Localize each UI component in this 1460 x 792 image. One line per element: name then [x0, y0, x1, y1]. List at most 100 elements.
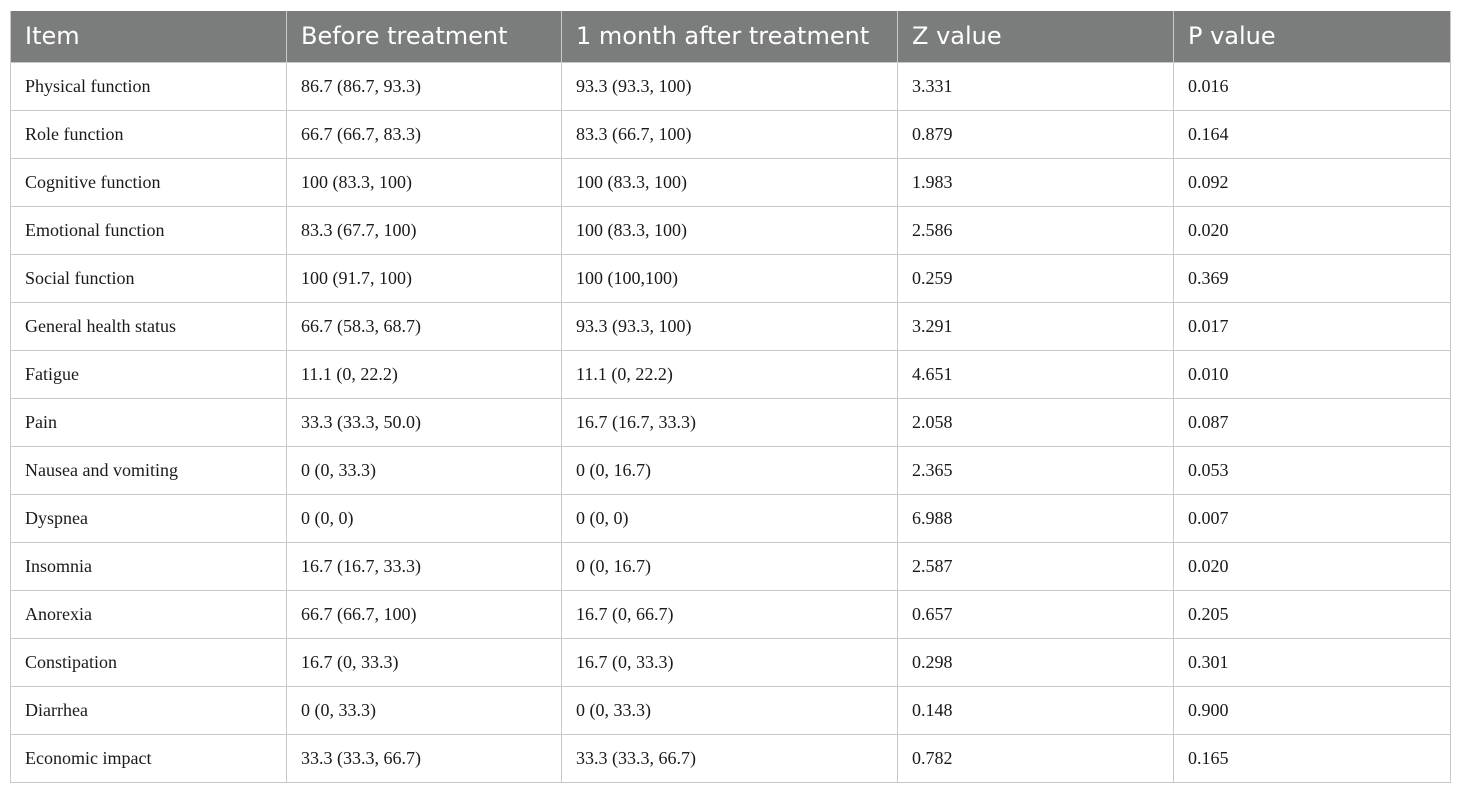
cell-item: Social function: [10, 253, 287, 303]
cell-after: 11.1 (0, 22.2): [561, 349, 898, 399]
cell-p: 0.053: [1173, 445, 1451, 495]
cell-before: 0 (0, 0): [286, 493, 562, 543]
cell-item: Anorexia: [10, 589, 287, 639]
cell-item: Emotional function: [10, 205, 287, 255]
cell-before: 86.7 (86.7, 93.3): [286, 61, 562, 111]
cell-p: 0.007: [1173, 493, 1451, 543]
table-row: Pain 33.3 (33.3, 50.0) 16.7 (16.7, 33.3)…: [10, 397, 1451, 447]
column-header-item: Item: [10, 11, 287, 62]
cell-z: 0.782: [897, 733, 1174, 783]
table-row: Emotional function 83.3 (67.7, 100) 100 …: [10, 205, 1451, 255]
cell-after: 16.7 (0, 66.7): [561, 589, 898, 639]
cell-item: General health status: [10, 301, 287, 351]
cell-p: 0.164: [1173, 109, 1451, 159]
column-header-p-value: P value: [1173, 11, 1451, 62]
data-table: Item Before treatment 1 month after trea…: [10, 11, 1451, 783]
table-row: Social function 100 (91.7, 100) 100 (100…: [10, 253, 1451, 303]
table-row: Economic impact 33.3 (33.3, 66.7) 33.3 (…: [10, 733, 1451, 783]
cell-before: 0 (0, 33.3): [286, 445, 562, 495]
table-header: Item Before treatment 1 month after trea…: [10, 11, 1451, 62]
cell-before: 83.3 (67.7, 100): [286, 205, 562, 255]
cell-item: Insomnia: [10, 541, 287, 591]
table-row: Diarrhea 0 (0, 33.3) 0 (0, 33.3) 0.148 0…: [10, 685, 1451, 735]
column-header-after-treatment: 1 month after treatment: [561, 11, 898, 62]
cell-before: 33.3 (33.3, 66.7): [286, 733, 562, 783]
cell-item: Economic impact: [10, 733, 287, 783]
cell-before: 66.7 (66.7, 83.3): [286, 109, 562, 159]
cell-before: 11.1 (0, 22.2): [286, 349, 562, 399]
cell-after: 0 (0, 16.7): [561, 445, 898, 495]
cell-after: 0 (0, 16.7): [561, 541, 898, 591]
cell-p: 0.010: [1173, 349, 1451, 399]
cell-z: 4.651: [897, 349, 1174, 399]
cell-before: 16.7 (0, 33.3): [286, 637, 562, 687]
cell-z: 3.291: [897, 301, 1174, 351]
table-row: Anorexia 66.7 (66.7, 100) 16.7 (0, 66.7)…: [10, 589, 1451, 639]
table-row: Insomnia 16.7 (16.7, 33.3) 0 (0, 16.7) 2…: [10, 541, 1451, 591]
column-header-z-value: Z value: [897, 11, 1174, 62]
cell-item: Physical function: [10, 61, 287, 111]
cell-after: 93.3 (93.3, 100): [561, 61, 898, 111]
cell-item: Dyspnea: [10, 493, 287, 543]
cell-after: 100 (83.3, 100): [561, 205, 898, 255]
cell-item: Constipation: [10, 637, 287, 687]
cell-after: 33.3 (33.3, 66.7): [561, 733, 898, 783]
cell-after: 16.7 (0, 33.3): [561, 637, 898, 687]
table-row: Dyspnea 0 (0, 0) 0 (0, 0) 6.988 0.007: [10, 493, 1451, 543]
cell-after: 0 (0, 0): [561, 493, 898, 543]
cell-before: 66.7 (66.7, 100): [286, 589, 562, 639]
cell-after: 16.7 (16.7, 33.3): [561, 397, 898, 447]
cell-p: 0.016: [1173, 61, 1451, 111]
cell-z: 2.058: [897, 397, 1174, 447]
cell-after: 0 (0, 33.3): [561, 685, 898, 735]
cell-p: 0.301: [1173, 637, 1451, 687]
table-body: Physical function 86.7 (86.7, 93.3) 93.3…: [10, 61, 1451, 783]
cell-p: 0.900: [1173, 685, 1451, 735]
cell-after: 100 (100,100): [561, 253, 898, 303]
table-row: General health status 66.7 (58.3, 68.7) …: [10, 301, 1451, 351]
cell-z: 2.365: [897, 445, 1174, 495]
cell-before: 100 (91.7, 100): [286, 253, 562, 303]
cell-after: 83.3 (66.7, 100): [561, 109, 898, 159]
table-row: Cognitive function 100 (83.3, 100) 100 (…: [10, 157, 1451, 207]
table-row: Nausea and vomiting 0 (0, 33.3) 0 (0, 16…: [10, 445, 1451, 495]
cell-p: 0.017: [1173, 301, 1451, 351]
cell-item: Role function: [10, 109, 287, 159]
cell-z: 0.148: [897, 685, 1174, 735]
cell-z: 6.988: [897, 493, 1174, 543]
cell-p: 0.020: [1173, 541, 1451, 591]
cell-before: 100 (83.3, 100): [286, 157, 562, 207]
cell-item: Fatigue: [10, 349, 287, 399]
table-row: Physical function 86.7 (86.7, 93.3) 93.3…: [10, 61, 1451, 111]
cell-p: 0.092: [1173, 157, 1451, 207]
cell-p: 0.165: [1173, 733, 1451, 783]
cell-p: 0.087: [1173, 397, 1451, 447]
cell-item: Cognitive function: [10, 157, 287, 207]
cell-p: 0.020: [1173, 205, 1451, 255]
cell-z: 0.657: [897, 589, 1174, 639]
cell-before: 66.7 (58.3, 68.7): [286, 301, 562, 351]
cell-z: 1.983: [897, 157, 1174, 207]
cell-z: 0.259: [897, 253, 1174, 303]
cell-z: 3.331: [897, 61, 1174, 111]
cell-z: 2.587: [897, 541, 1174, 591]
cell-z: 0.298: [897, 637, 1174, 687]
cell-after: 93.3 (93.3, 100): [561, 301, 898, 351]
cell-z: 2.586: [897, 205, 1174, 255]
cell-after: 100 (83.3, 100): [561, 157, 898, 207]
cell-before: 16.7 (16.7, 33.3): [286, 541, 562, 591]
cell-p: 0.205: [1173, 589, 1451, 639]
column-header-before-treatment: Before treatment: [286, 11, 562, 62]
cell-before: 33.3 (33.3, 50.0): [286, 397, 562, 447]
header-row: Item Before treatment 1 month after trea…: [10, 11, 1451, 62]
cell-item: Pain: [10, 397, 287, 447]
data-table-container: Item Before treatment 1 month after trea…: [10, 11, 1451, 783]
table-row: Constipation 16.7 (0, 33.3) 16.7 (0, 33.…: [10, 637, 1451, 687]
cell-z: 0.879: [897, 109, 1174, 159]
cell-p: 0.369: [1173, 253, 1451, 303]
cell-item: Nausea and vomiting: [10, 445, 287, 495]
cell-before: 0 (0, 33.3): [286, 685, 562, 735]
cell-item: Diarrhea: [10, 685, 287, 735]
table-row: Role function 66.7 (66.7, 83.3) 83.3 (66…: [10, 109, 1451, 159]
table-row: Fatigue 11.1 (0, 22.2) 11.1 (0, 22.2) 4.…: [10, 349, 1451, 399]
